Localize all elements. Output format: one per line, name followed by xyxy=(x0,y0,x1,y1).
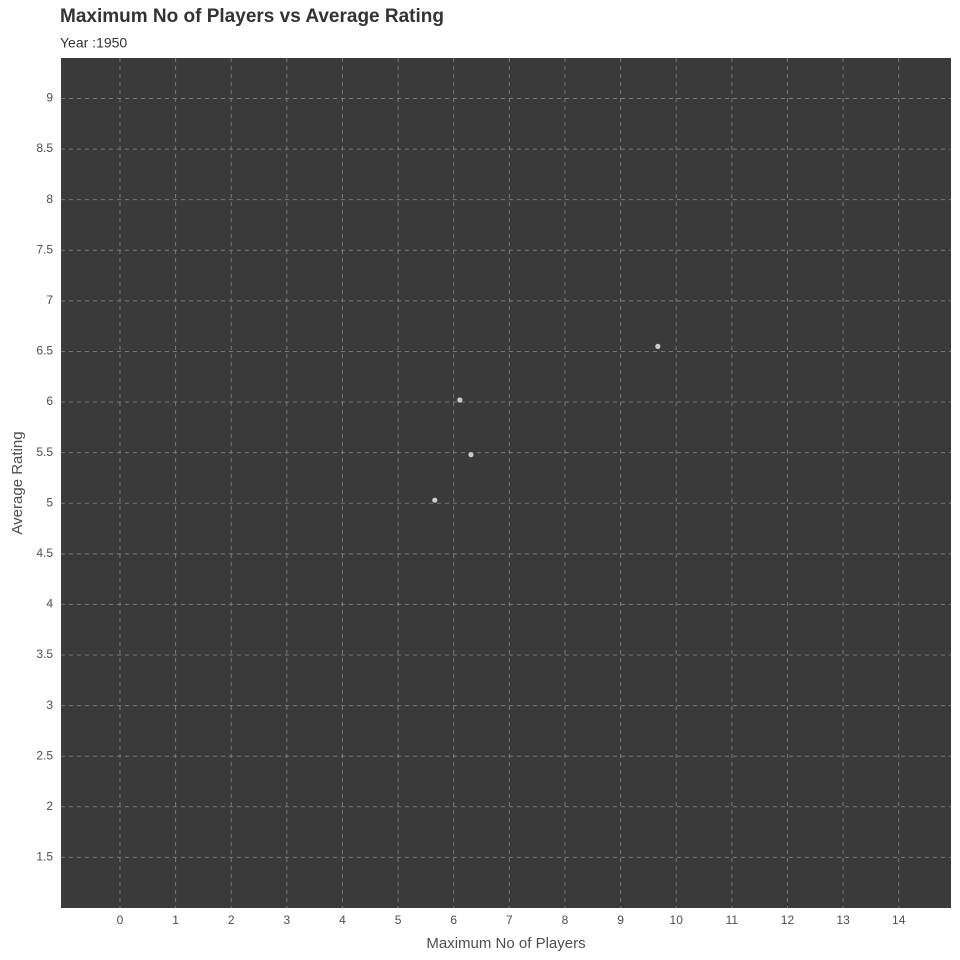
y-tick-label: 2.5 xyxy=(36,748,53,762)
chart-title: Maximum No of Players vs Average Rating xyxy=(60,6,444,27)
x-tick-label: 3 xyxy=(283,913,290,927)
y-tick-label: 6 xyxy=(46,394,53,408)
plot-panel xyxy=(61,58,951,908)
y-tick-label: 8.5 xyxy=(36,141,53,155)
y-tick-label: 3.5 xyxy=(36,647,53,661)
x-tick-label: 0 xyxy=(117,913,124,927)
y-tick-label: 6.5 xyxy=(36,344,53,358)
y-axis-title: Average Rating xyxy=(9,431,26,534)
point xyxy=(655,343,661,349)
point xyxy=(457,397,463,403)
y-tick-label: 7 xyxy=(46,293,53,307)
x-tick-label: 7 xyxy=(506,913,513,927)
point xyxy=(432,497,438,503)
chart-subtitle: Year :1950 xyxy=(60,35,127,51)
x-tick-label: 5 xyxy=(395,913,402,927)
x-tick-label: 9 xyxy=(617,913,624,927)
y-tick-label: 4 xyxy=(46,597,53,611)
y-tick-label: 1.5 xyxy=(36,850,53,864)
x-tick-label: 1 xyxy=(172,913,179,927)
x-tick-label: 4 xyxy=(339,913,346,927)
y-tick-label: 9 xyxy=(46,91,53,105)
x-tick-label: 6 xyxy=(450,913,457,927)
x-tick-label: 10 xyxy=(670,913,684,927)
point xyxy=(468,452,474,458)
x-tick-label: 14 xyxy=(892,913,906,927)
y-tick-label: 4.5 xyxy=(36,546,53,560)
x-tick-label: 13 xyxy=(836,913,850,927)
y-tick-label: 2 xyxy=(46,799,53,813)
y-tick-label: 7.5 xyxy=(36,242,53,256)
x-tick-label: 8 xyxy=(562,913,569,927)
x-tick-label: 12 xyxy=(781,913,795,927)
y-tick-label: 3 xyxy=(46,698,53,712)
y-tick-label: 5 xyxy=(46,495,53,509)
x-axis-title: Maximum No of Players xyxy=(426,935,585,952)
y-tick-label: 5.5 xyxy=(36,445,53,459)
y-tick-label: 8 xyxy=(46,192,53,206)
x-tick-label: 11 xyxy=(726,913,739,927)
x-tick-label: 2 xyxy=(228,913,235,927)
